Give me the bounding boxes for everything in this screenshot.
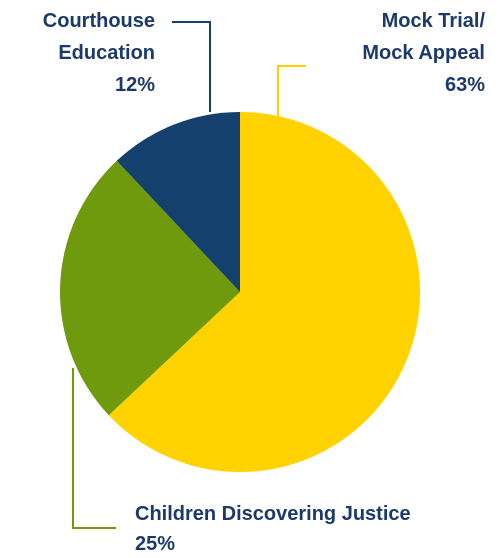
- leader-lines: [72, 21, 306, 529]
- slice-label-3: Courthouse: [43, 10, 155, 32]
- pie-slice-1: [108, 112, 421, 472]
- slice-label-2: Children Discovering Justice: [135, 503, 411, 525]
- pie-slices: [60, 112, 421, 472]
- leader-line-3: [172, 21, 211, 112]
- slice-label-1: Mock Trial/: [382, 10, 486, 32]
- slice-value-label-1: 63%: [445, 74, 485, 96]
- pie-slice-3: [116, 112, 240, 292]
- slice-labels: Mock Trial/Mock Appeal 63% Children Discov…: [43, 10, 486, 555]
- slice-value-label-3: 12%: [115, 74, 155, 96]
- slice-label-1: Mock Appeal: [362, 42, 485, 64]
- slice-value-label-2: 25%: [135, 533, 175, 555]
- slice-label-3: Education: [58, 42, 155, 64]
- leader-line-1: [277, 65, 306, 118]
- leader-line-2: [72, 368, 116, 529]
- pie-slice-2: [60, 160, 240, 416]
